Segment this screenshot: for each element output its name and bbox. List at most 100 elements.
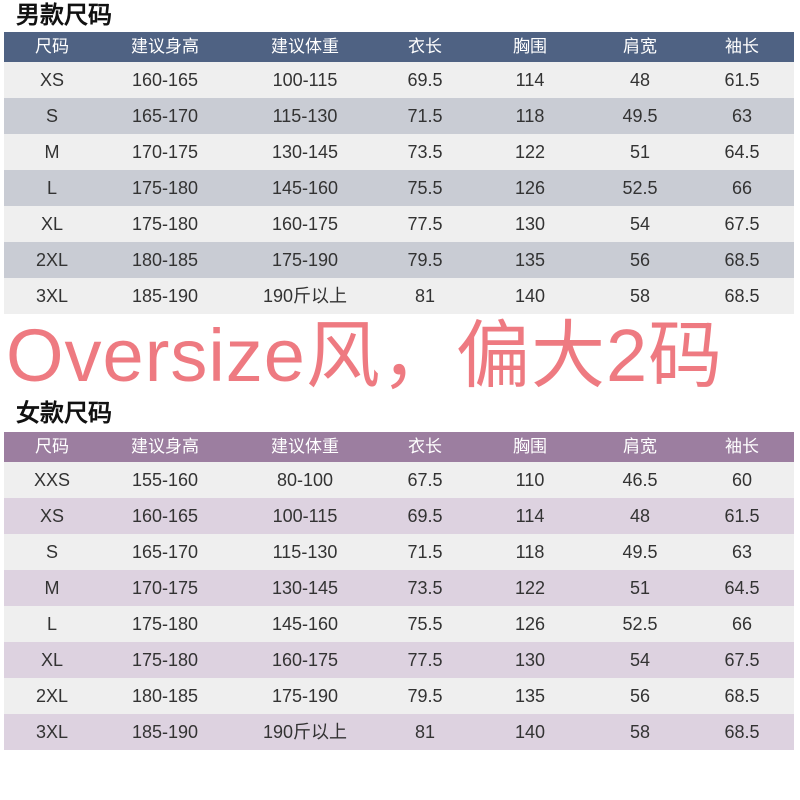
table-cell: 68.5 — [724, 250, 760, 270]
table-cell: 46.5 — [622, 470, 658, 490]
table-row: XS 160-165 100-115 69.5 114 48 61.5 — [4, 62, 794, 98]
table-cell: 175-190 — [271, 686, 339, 706]
table-cell: 160-165 — [131, 506, 199, 526]
table-cell: L — [46, 178, 57, 198]
table-cell: 61.5 — [724, 70, 760, 90]
table-cell: 69.5 — [407, 70, 443, 90]
table-cell: 110 — [515, 470, 545, 490]
table-cell: 68.5 — [724, 286, 760, 306]
table-cell: 56 — [629, 250, 651, 270]
table-row: M 170-175 130-145 73.5 122 51 64.5 — [4, 134, 794, 170]
table-cell: 165-170 — [131, 542, 199, 562]
table-cell: 100-115 — [272, 70, 338, 90]
watermark-text: Oversize风，偏大2码 — [6, 314, 724, 397]
table-cell: 52.5 — [622, 614, 658, 634]
table-cell: 80-100 — [276, 470, 334, 490]
women-size-table: 尺码 建议身高 建议体重 衣长 胸围 肩宽 袖长 XXS 155-160 80-100 67.5 1… — [4, 432, 794, 750]
table-cell: XXS — [33, 470, 71, 490]
table-cell: 77.5 — [407, 650, 443, 670]
table-cell: 67.5 — [724, 214, 760, 234]
table-row: XL 175-180 160-175 77.5 130 54 67.5 — [4, 206, 794, 242]
table-cell: 130 — [514, 214, 546, 234]
table-cell: 135 — [514, 686, 546, 706]
table-cell: 54 — [629, 650, 651, 670]
table-cell: 48 — [629, 70, 651, 90]
table-cell: 2XL — [35, 250, 69, 270]
table-cell: 64.5 — [724, 578, 760, 598]
table-cell: XS — [39, 70, 64, 90]
table-cell: 71.5 — [407, 542, 443, 562]
column-header: 建议体重 — [271, 437, 339, 456]
table-cell: 185-190 — [131, 286, 199, 306]
table-cell: 66 — [731, 178, 753, 198]
table-cell: 175-190 — [271, 250, 339, 270]
table-row: L 175-180 145-160 75.5 126 52.5 66 — [4, 606, 794, 642]
men-size-title: 男款尺码 — [16, 2, 112, 29]
table-cell: 145-160 — [271, 178, 339, 198]
table-cell: 114 — [515, 70, 545, 90]
table-row: XL 175-180 160-175 77.5 130 54 67.5 — [4, 642, 794, 678]
table-cell: 175-180 — [131, 178, 199, 198]
women-size-title: 女款尺码 — [16, 400, 112, 427]
table-cell: 75.5 — [407, 178, 443, 198]
column-header: 肩宽 — [623, 437, 657, 456]
table-cell: 180-185 — [131, 250, 199, 270]
table-row: 3XL 185-190 190斤以上 81 140 58 68.5 — [4, 714, 794, 750]
men-size-table: 尺码 建议身高 建议体重 衣长 胸围 肩宽 袖长 XS 160-165 100-115 69.5 1… — [4, 32, 794, 314]
table-cell: 63 — [731, 106, 753, 126]
table-row: XS 160-165 100-115 69.5 114 48 61.5 — [4, 498, 794, 534]
table-row: XXS 155-160 80-100 67.5 110 46.5 60 — [4, 462, 794, 498]
table-cell: 185-190 — [131, 722, 199, 742]
table-cell: 140 — [514, 722, 546, 742]
table-cell: S — [45, 106, 58, 126]
column-header: 胸围 — [513, 37, 547, 56]
table-cell: 122 — [514, 578, 546, 598]
column-header: 胸围 — [513, 437, 547, 456]
table-cell: 52.5 — [622, 178, 658, 198]
column-header: 建议身高 — [131, 437, 199, 456]
table-cell: 118 — [515, 542, 545, 562]
column-header: 衣长 — [408, 37, 442, 56]
table-cell: 51 — [629, 578, 651, 598]
column-header: 尺码 — [35, 437, 69, 456]
table-cell: 175-180 — [131, 614, 199, 634]
table-cell: XS — [39, 506, 64, 526]
table-header-row: 尺码 建议身高 建议体重 衣长 胸围 肩宽 袖长 — [4, 32, 794, 62]
table-cell: S — [45, 542, 58, 562]
table-cell: 126 — [514, 614, 546, 634]
table-row: S 165-170 115-130 71.5 118 49.5 63 — [4, 98, 794, 134]
table-row: M 170-175 130-145 73.5 122 51 64.5 — [4, 570, 794, 606]
table-cell: M — [44, 142, 60, 162]
table-cell: XL — [40, 214, 64, 234]
table-cell: 165-170 — [131, 106, 199, 126]
table-cell: 180-185 — [131, 686, 199, 706]
table-cell: 3XL — [35, 722, 69, 742]
table-cell: 69.5 — [407, 506, 443, 526]
table-cell: 63 — [731, 542, 753, 562]
column-header: 尺码 — [35, 37, 69, 56]
table-cell: 160-175 — [271, 214, 339, 234]
table-cell: L — [46, 614, 57, 634]
table-cell: 49.5 — [622, 106, 658, 126]
table-cell: 68.5 — [724, 686, 760, 706]
table-header-row: 尺码 建议身高 建议体重 衣长 胸围 肩宽 袖长 — [4, 432, 794, 462]
table-cell: 49.5 — [622, 542, 658, 562]
table-cell: 145-160 — [271, 614, 339, 634]
table-row: 3XL 185-190 190斤以上 81 140 58 68.5 — [4, 278, 794, 314]
table-cell: 61.5 — [724, 506, 760, 526]
table-cell: 130-145 — [271, 578, 339, 598]
column-header: 袖长 — [725, 37, 759, 56]
table-cell: 118 — [515, 106, 545, 126]
column-header: 建议身高 — [131, 37, 199, 56]
table-cell: M — [44, 578, 60, 598]
table-cell: 51 — [629, 142, 651, 162]
table-cell: 67.5 — [407, 470, 443, 490]
table-cell: 160-175 — [271, 650, 339, 670]
table-cell: 155-160 — [131, 470, 199, 490]
column-header: 衣长 — [408, 437, 442, 456]
table-cell: 3XL — [35, 286, 69, 306]
table-cell: 135 — [514, 250, 546, 270]
table-cell: XL — [40, 650, 64, 670]
table-cell: 79.5 — [407, 686, 443, 706]
table-cell: 56 — [629, 686, 651, 706]
